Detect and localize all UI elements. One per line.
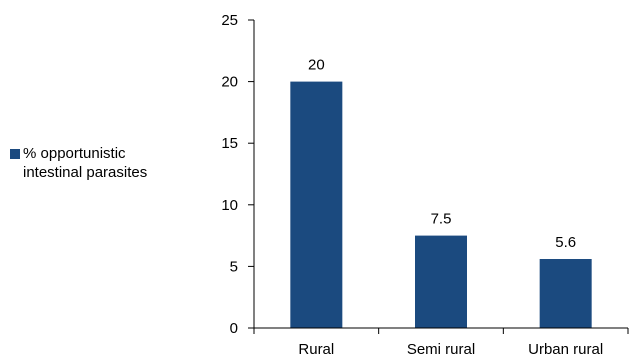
data-labels: 20 7.5 5.6	[308, 57, 576, 251]
data-label: 20	[308, 57, 325, 74]
x-tick-label: Rural	[298, 341, 334, 358]
y-tick-label: 20	[221, 74, 238, 91]
bar-semi-rural	[415, 235, 467, 328]
data-label: 5.6	[555, 234, 576, 251]
x-axis-ticks: Rural Semi rural Urban rural	[253, 328, 629, 358]
bar-urban-rural	[539, 259, 592, 328]
legend-swatch	[10, 149, 20, 159]
bar-rural	[290, 81, 343, 328]
bars	[290, 81, 592, 328]
x-tick-label: Urban rural	[528, 341, 603, 358]
legend-label: % opportunistic intestinal parasites	[23, 145, 148, 181]
y-tick-label: 5	[230, 258, 238, 275]
y-tick-label: 0	[230, 320, 238, 337]
y-tick-label: 25	[221, 12, 238, 29]
y-tick-label: 15	[221, 135, 238, 152]
y-tick-label: 10	[221, 197, 238, 214]
data-label: 7.5	[431, 211, 452, 228]
legend: % opportunistic intestinal parasites	[10, 144, 210, 182]
x-tick-label: Semi rural	[407, 341, 475, 358]
y-axis-ticks: 0 5 10 15 20 25	[221, 12, 254, 337]
